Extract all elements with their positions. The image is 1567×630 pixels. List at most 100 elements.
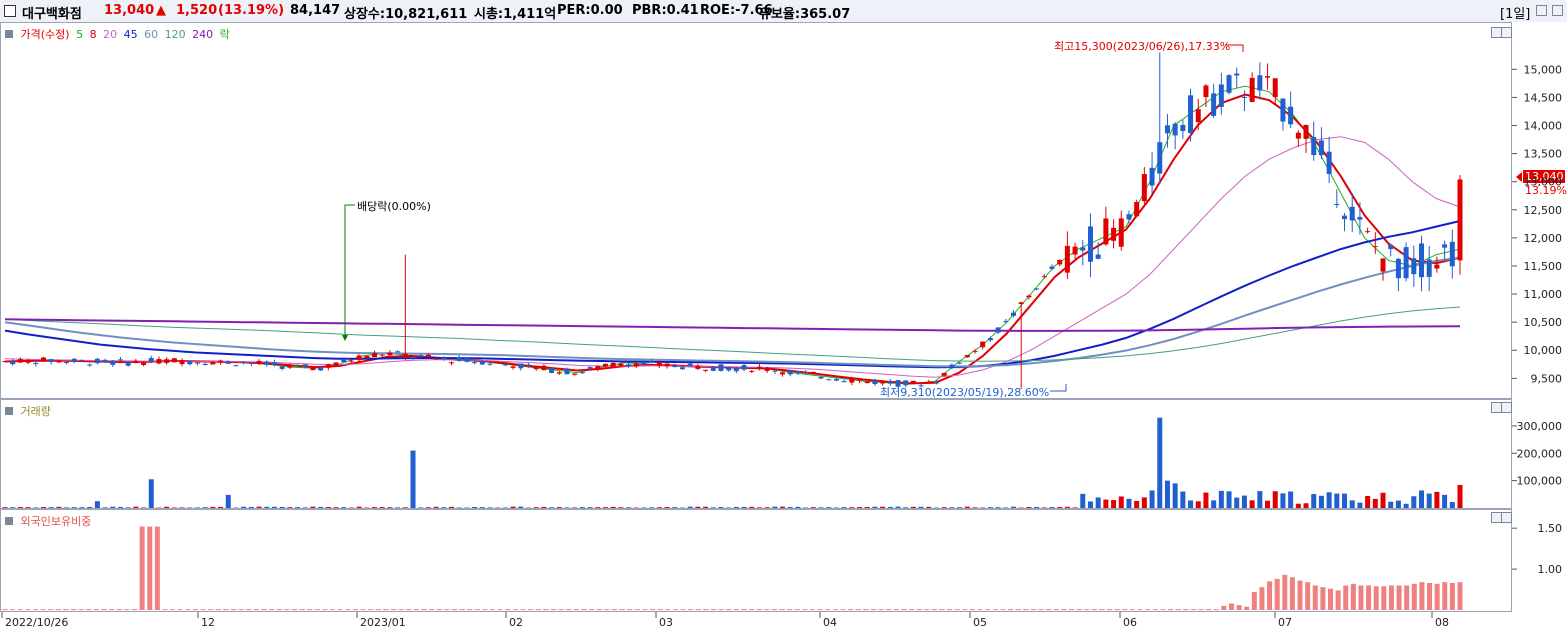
candle-body <box>1072 246 1078 255</box>
foreign-bar <box>718 609 724 611</box>
volume-bar <box>880 506 886 508</box>
foreign-bar <box>238 609 244 611</box>
candle-body <box>472 362 478 364</box>
foreign-bar <box>1267 581 1273 610</box>
foreign-bar <box>909 609 915 611</box>
foreign-bar <box>1358 585 1364 610</box>
candle-body <box>256 360 262 364</box>
volume-bar <box>218 506 224 508</box>
volume-bar <box>487 507 493 508</box>
volume-panel[interactable]: 거래량 <box>0 399 1512 509</box>
volume-bar <box>595 507 601 508</box>
volume-bar <box>903 507 909 508</box>
candle-body <box>179 360 185 365</box>
panel-handle-icon[interactable] <box>5 517 13 525</box>
volume-bar <box>972 507 978 508</box>
foreign-bar <box>208 609 214 611</box>
foreign-bar <box>1183 609 1189 611</box>
volume-bar <box>579 507 585 508</box>
foreign-bar <box>200 609 206 611</box>
minimize-icon[interactable] <box>1536 5 1547 16</box>
foreign-bar <box>916 609 922 611</box>
x-tick-label: 02 <box>509 616 523 629</box>
volume-bar <box>287 507 293 508</box>
foreign-bar <box>710 609 716 611</box>
volume-bar <box>1272 491 1278 508</box>
foreign-bar <box>550 609 556 611</box>
period-selector[interactable]: [1일] <box>1500 7 1531 22</box>
candle-body <box>525 364 531 366</box>
foreign-bar <box>1038 609 1044 611</box>
foreign-bar <box>1145 609 1151 611</box>
close-icon[interactable] <box>1552 5 1563 16</box>
foreign-bar <box>619 609 625 611</box>
volume-bar <box>1111 500 1117 508</box>
candle-body <box>934 382 940 384</box>
volume-bar <box>333 507 339 508</box>
candle-body <box>287 365 293 368</box>
volume-bar <box>302 507 308 508</box>
candle-body <box>864 381 870 384</box>
foreign-bar <box>642 609 648 611</box>
foreign-bar <box>330 609 336 611</box>
foreign-bar <box>1046 609 1052 611</box>
foreign-bar <box>444 609 450 611</box>
candle-body <box>949 364 955 368</box>
volume-bar <box>418 507 424 508</box>
volume-bar <box>1372 498 1378 508</box>
current-pct-tag: 13.19% <box>1525 184 1567 197</box>
foreign-bar <box>863 609 869 611</box>
volume-bar <box>756 507 762 508</box>
volume-bar <box>1419 490 1425 508</box>
foreign-bar <box>855 609 861 611</box>
candle-body <box>402 353 408 358</box>
foreign-bar <box>154 526 160 610</box>
foreign-bar <box>1000 609 1006 611</box>
panel-close-icon[interactable] <box>1501 27 1512 38</box>
panel-handle-icon[interactable] <box>5 30 13 38</box>
foreign-bar <box>901 609 907 611</box>
volume-label: 거래량 <box>20 405 51 418</box>
candle-body <box>1111 227 1117 241</box>
foreign-bar <box>657 609 663 611</box>
candle-body <box>833 379 839 381</box>
candle-body <box>387 352 393 356</box>
volume-bar <box>1149 490 1155 508</box>
candle-body <box>102 359 108 363</box>
foreign-bar <box>749 609 755 611</box>
legend-ma240: 240 <box>192 28 214 41</box>
volume-tick-label: 300,000 <box>1517 420 1563 433</box>
volume-bar <box>40 507 46 508</box>
foreign-bar <box>246 609 252 611</box>
panel-close-icon[interactable] <box>1501 512 1512 523</box>
legend-ma8: 8 <box>89 28 97 41</box>
panel-close-icon[interactable] <box>1501 402 1512 413</box>
candle-body <box>318 367 324 371</box>
candle-body <box>1211 93 1217 116</box>
foreign-bar <box>535 609 541 611</box>
foreign-bar <box>520 609 526 611</box>
panel-handle-icon[interactable] <box>5 407 13 415</box>
volume-bar <box>33 507 39 508</box>
foreign-bar <box>1107 609 1113 611</box>
volume-bar <box>1095 497 1101 508</box>
volume-bar <box>1172 483 1178 508</box>
candle-body <box>94 358 100 364</box>
checkbox-icon[interactable] <box>4 5 16 17</box>
candle-body <box>1265 76 1271 78</box>
foreign-bar <box>1084 609 1090 611</box>
candle-body <box>117 359 123 361</box>
candle-body <box>1172 123 1178 136</box>
foreign-bar <box>109 609 115 611</box>
foreign-bar <box>1076 609 1082 611</box>
foreign-bar <box>1114 609 1120 611</box>
foreign-bar <box>1152 609 1158 611</box>
foreign-axis <box>1512 509 1567 612</box>
candle-body <box>926 381 932 383</box>
listed-shares: 상장수:10,821,611 <box>344 7 468 22</box>
volume-bar <box>549 507 555 508</box>
foreign-bar <box>886 609 892 611</box>
foreign-bar <box>147 526 153 610</box>
candle-body <box>79 359 85 361</box>
volume-bar <box>810 507 816 508</box>
